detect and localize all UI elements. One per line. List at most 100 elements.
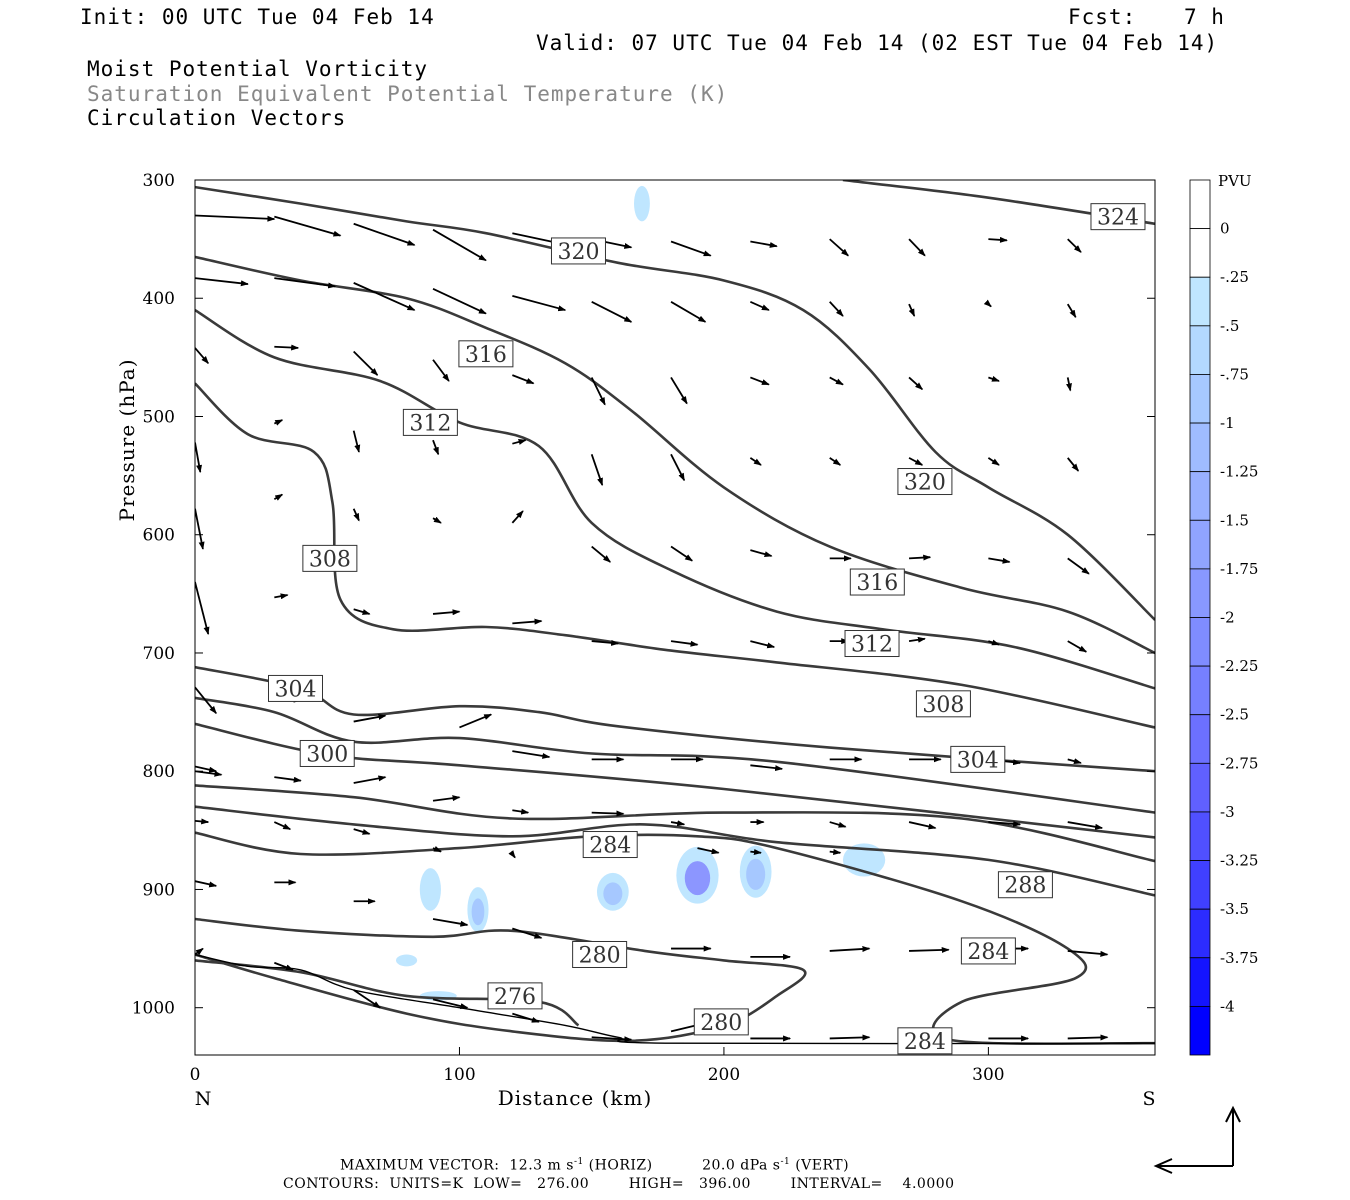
vector-96 xyxy=(1067,821,1104,830)
colorbar-level-4: -1 xyxy=(1220,414,1235,432)
colorbar-swatch-16 xyxy=(1189,957,1211,1007)
vector-44 xyxy=(908,457,924,466)
colorbar-swatch-9 xyxy=(1189,617,1211,667)
contour-info-line: CONTOURS: UNITS=K LOW= 276.00 HIGH= 396.… xyxy=(283,1176,955,1192)
vector-89 xyxy=(512,808,530,815)
vector-126 xyxy=(829,1034,871,1041)
colorbar-level-1: -.25 xyxy=(1220,268,1249,286)
vector-2 xyxy=(353,222,416,246)
colorbar-level-2: -.5 xyxy=(1220,317,1239,335)
contour-label-316-0: 316 xyxy=(465,343,507,368)
x-end-label-north: N xyxy=(195,1088,212,1110)
colorbar: PVU 0 -.25 -.5 -.75 -1 -1.25 -1.5 -1.75 -2 -2.25 -2… xyxy=(1189,172,1258,1056)
colorbar-swatch-6 xyxy=(1189,471,1211,521)
contour-low: LOW= 276.00 xyxy=(473,1176,590,1192)
vector-63 xyxy=(274,593,289,600)
vector-43 xyxy=(829,457,842,466)
contour-label-box-276-0 xyxy=(487,982,543,1010)
contours-label: CONTOURS: xyxy=(283,1176,380,1192)
x-tick-label-100: 100 xyxy=(443,1065,475,1085)
vector-129 xyxy=(1067,1034,1109,1041)
vector-21 xyxy=(908,303,916,317)
colorbar-swatch-0 xyxy=(1189,179,1211,230)
vector-25 xyxy=(274,344,300,351)
vector-93 xyxy=(829,821,847,828)
contour-label-box-308-1 xyxy=(915,690,971,718)
vector-8 xyxy=(829,238,849,257)
vector-31 xyxy=(750,376,770,386)
vector-7 xyxy=(750,240,778,248)
vector-94 xyxy=(908,821,937,830)
colorbar-level-9: -2.25 xyxy=(1220,657,1258,675)
contour-label-276-0: 276 xyxy=(494,985,536,1010)
vector-30 xyxy=(670,376,688,405)
colorbar-swatch-1 xyxy=(1189,228,1211,278)
isentrope-288 xyxy=(195,805,1155,897)
vector-65 xyxy=(432,609,461,616)
contour-label-box-324-0 xyxy=(1090,203,1146,231)
vector-38 xyxy=(432,439,440,456)
vector-32 xyxy=(829,376,844,386)
vector-80 xyxy=(750,764,784,772)
vector-64 xyxy=(353,608,371,615)
vector-123 xyxy=(591,1036,633,1043)
colorbar-level-10: -2.5 xyxy=(1220,706,1249,724)
contour-label-box-312-0 xyxy=(402,408,458,436)
vector-11 xyxy=(1067,238,1082,253)
pv-core-4 xyxy=(746,858,766,890)
pv-area-7 xyxy=(395,954,418,967)
vector-106 xyxy=(195,880,218,888)
isentrope-292 xyxy=(195,784,1155,863)
contour-units: UNITS=K xyxy=(389,1176,464,1192)
vector-39 xyxy=(512,439,527,445)
vector-119 xyxy=(274,961,294,971)
vector-52 xyxy=(273,493,284,501)
vector-28 xyxy=(512,374,535,385)
isentrope-320 xyxy=(195,185,1155,621)
pv-core-2 xyxy=(603,882,623,906)
vector-14 xyxy=(353,282,416,311)
isentrope-284 xyxy=(195,831,1155,1046)
colorbar-swatch-17 xyxy=(1189,1005,1211,1056)
pv-core-1 xyxy=(471,898,485,926)
contour-label-304-1: 304 xyxy=(957,748,999,773)
vector-22 xyxy=(983,299,992,308)
vector-10 xyxy=(988,236,1008,243)
vector-13 xyxy=(274,277,337,289)
colorbar-swatch-3 xyxy=(1189,325,1211,375)
contour-label-320-0: 320 xyxy=(557,240,599,265)
colorbar-level-12: -3 xyxy=(1220,803,1235,821)
vector-104 xyxy=(750,849,762,856)
contour-label-box-308-0 xyxy=(302,544,358,572)
colorbar-level-8: -2 xyxy=(1220,609,1235,627)
contour-label-280-1: 280 xyxy=(700,1011,742,1036)
vector-0 xyxy=(195,214,276,222)
isentrope-312 xyxy=(195,308,1155,690)
vector-66 xyxy=(512,618,543,625)
vector-42 xyxy=(749,457,762,466)
colorbar-swatch-2 xyxy=(1189,276,1211,327)
contour-label-312-1: 312 xyxy=(851,633,893,658)
vector-60 xyxy=(908,554,932,561)
isentrope-280 xyxy=(195,917,807,1043)
vector-35 xyxy=(1066,377,1072,392)
vector-27 xyxy=(432,359,450,382)
vector-77 xyxy=(512,750,551,759)
colorbar-level-6: -1.5 xyxy=(1220,511,1249,529)
vector-3 xyxy=(432,228,487,262)
contour-high: HIGH= 396.00 xyxy=(628,1176,751,1192)
pv-core-3 xyxy=(684,861,711,896)
vector-23 xyxy=(1066,303,1077,319)
vector-122 xyxy=(512,1012,540,1023)
max-vector-line: MAXIMUM VECTOR: 12.3 m s-1 (HORIZ) 20.0 … xyxy=(340,1157,849,1174)
vector-17 xyxy=(591,300,633,323)
vector-88 xyxy=(432,795,461,802)
vector-34 xyxy=(988,375,1000,382)
field-title-mpv: Moist Potential Vorticity xyxy=(87,57,429,81)
vector-85 xyxy=(195,770,223,777)
forecast-hour-label: Fcst: xyxy=(1068,5,1137,29)
colorbar-swatch-5 xyxy=(1189,422,1211,473)
vector-58 xyxy=(750,549,773,558)
horiz-unit: (HORIZ) xyxy=(588,1157,653,1174)
field-title-vectors: Circulation Vectors xyxy=(87,106,347,130)
